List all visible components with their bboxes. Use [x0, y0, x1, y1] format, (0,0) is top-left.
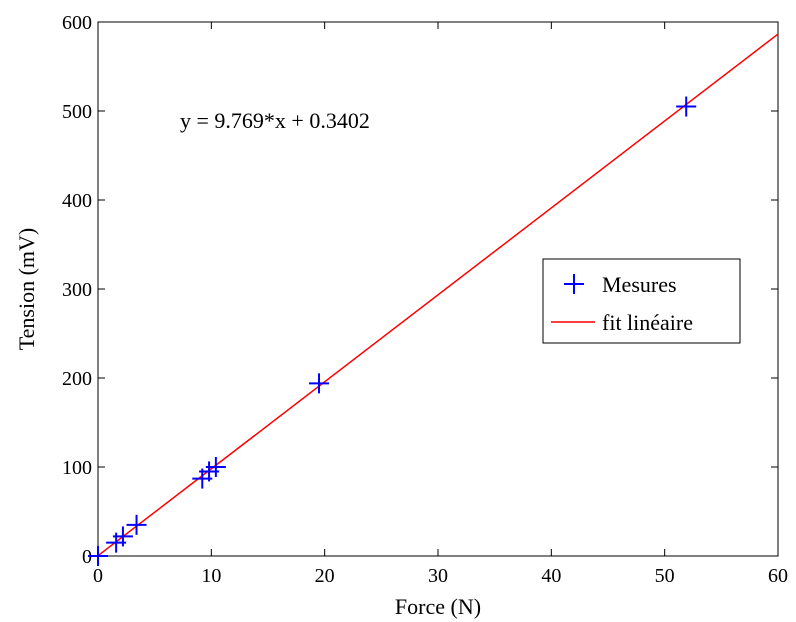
x-tick-label: 10 [201, 565, 221, 587]
x-tick-label: 0 [93, 565, 103, 587]
legend-label-fit: fit linéaire [602, 310, 693, 335]
data-point [126, 514, 147, 535]
data-point [676, 96, 697, 117]
legend-box [542, 258, 741, 344]
y-axis-label: Tension (mV) [14, 228, 39, 351]
x-tick-label: 60 [768, 565, 788, 587]
x-tick-label: 50 [655, 565, 675, 587]
legend-entry-mesures: Mesures [564, 272, 677, 297]
y-tick-label: 600 [62, 12, 92, 34]
x-tick-label: 20 [315, 565, 335, 587]
legend-entry-fit: fit linéaire [551, 310, 693, 335]
measurement-series [88, 96, 697, 566]
data-point [205, 457, 226, 477]
x-axis-ticks: 0 10 20 30 40 50 60 [93, 22, 788, 587]
y-tick-label: 0 [82, 546, 92, 568]
legend: Mesures fit linéaire [542, 258, 741, 344]
y-tick-label: 300 [62, 279, 92, 301]
legend-label-mesures: Mesures [602, 272, 677, 297]
data-point [309, 373, 329, 394]
fit-line-series [97, 33, 779, 557]
y-tick-label: 500 [62, 101, 92, 123]
y-tick-label: 400 [62, 190, 92, 212]
x-tick-label: 30 [428, 565, 448, 587]
fit-equation-annotation: y = 9.769*x + 0.3402 [180, 108, 370, 133]
data-point [112, 526, 133, 547]
x-axis-label: Force (N) [395, 594, 481, 619]
y-tick-label: 100 [62, 457, 92, 479]
y-axis-ticks: 0 100 200 300 400 500 600 [62, 12, 778, 568]
y-tick-label: 200 [62, 368, 92, 390]
x-tick-label: 40 [541, 565, 561, 587]
data-point [88, 546, 108, 566]
legend-plus-marker-icon [564, 274, 584, 294]
fit-line [97, 33, 779, 557]
